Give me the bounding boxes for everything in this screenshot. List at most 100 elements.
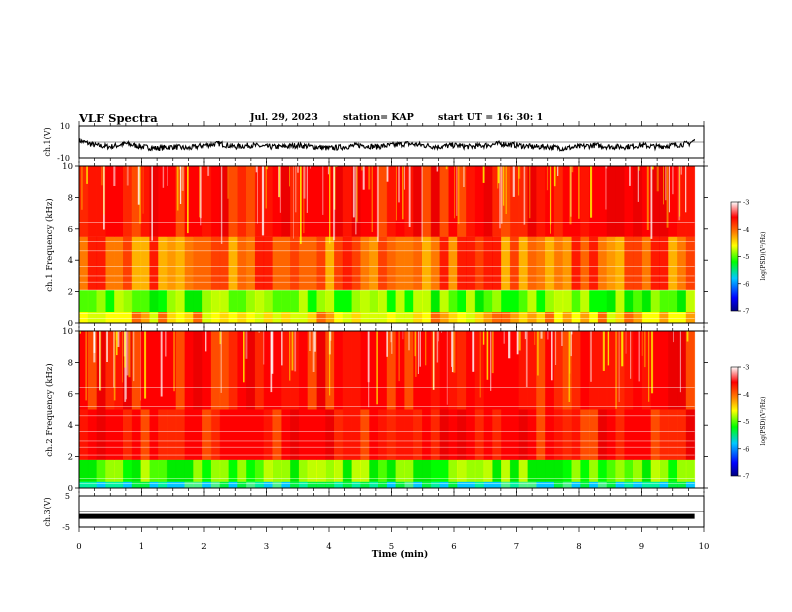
sferic-streak xyxy=(644,331,646,368)
spectrum-cell xyxy=(439,290,449,313)
sferic-streak xyxy=(162,166,165,188)
spectrum-cell xyxy=(219,331,229,410)
spectrum-cell xyxy=(439,236,449,291)
spectrum-cell xyxy=(597,331,608,410)
colorbar-tick-label: -6 xyxy=(743,280,749,288)
spectrum-cell xyxy=(298,312,309,323)
sferic-streak xyxy=(454,166,456,219)
sferic-streak xyxy=(505,166,507,214)
spectrum-cell xyxy=(105,312,115,323)
spectrum-cell xyxy=(79,290,89,313)
spectrum-cell xyxy=(96,481,106,488)
spectrum-cell xyxy=(413,166,423,237)
spectrum-cell xyxy=(571,290,581,313)
sferic-streak xyxy=(630,331,632,379)
ch1-spectrogram-image xyxy=(79,166,696,323)
spectrum-cell xyxy=(624,459,634,482)
spectrum-cell xyxy=(272,236,282,291)
spectrum-cell xyxy=(228,166,238,237)
spectrum-cell xyxy=(492,236,502,291)
spectrum-cell xyxy=(193,481,203,488)
sferic-streak xyxy=(295,166,297,213)
spectrum-cell xyxy=(474,312,485,323)
date-label: Jul. 29, 2023 xyxy=(250,112,318,123)
ch2-spectrogram-image xyxy=(79,331,696,488)
sferic-streak xyxy=(179,166,182,204)
frequency-tick-label: 2 xyxy=(68,288,73,298)
spectrum-cell xyxy=(650,459,660,482)
spectrum-cell xyxy=(254,312,265,323)
spectrum-cell xyxy=(140,236,150,291)
spectrum-cell xyxy=(149,290,159,313)
colorbar-tick-label: -5 xyxy=(743,418,749,426)
spectrum-cell xyxy=(483,459,493,482)
spectrum-cell xyxy=(430,459,441,482)
spectrum-cell xyxy=(404,459,414,482)
spectrum-cell xyxy=(298,236,309,291)
spectrum-cell xyxy=(369,459,379,482)
spectrum-cell xyxy=(668,166,678,237)
spectrum-cell xyxy=(457,331,467,410)
spectrum-cell xyxy=(131,409,142,460)
sferic-streak xyxy=(352,166,355,218)
spectrum-cell xyxy=(457,409,467,460)
spectrum-cell xyxy=(140,166,150,237)
spectrum-cell xyxy=(140,459,150,482)
sferic-streak xyxy=(390,331,392,343)
spectrum-cell xyxy=(316,290,326,313)
spectrum-cell xyxy=(562,481,572,488)
spectrum-cell xyxy=(281,481,291,488)
spectrum-cell xyxy=(650,481,660,488)
spectrum-cell xyxy=(386,312,397,323)
spectrum-cell xyxy=(562,236,572,291)
sferic-streak xyxy=(605,166,607,210)
time-tick-label: 3 xyxy=(264,542,269,552)
sferic-streak xyxy=(79,331,81,334)
spectrum-cell xyxy=(624,166,634,237)
spectrum-cell xyxy=(633,481,643,488)
spectrum-cell xyxy=(175,236,185,291)
spectrum-cell xyxy=(246,481,256,488)
sferic-streak xyxy=(361,166,363,171)
spectrum-cell xyxy=(483,236,493,291)
spectrum-cell xyxy=(316,459,326,482)
spectrum-cell xyxy=(369,236,379,291)
spectrum-cell xyxy=(580,459,590,482)
spectrum-cell xyxy=(571,312,581,323)
spectrum-cell xyxy=(272,459,282,482)
sferic-streak xyxy=(578,166,580,219)
sferic-streak xyxy=(446,331,448,405)
sferic-streak xyxy=(523,166,526,225)
spectrum-cell xyxy=(606,312,616,323)
spectrum-cell xyxy=(290,459,300,482)
sferic-streak xyxy=(312,331,315,372)
spectrum-cell xyxy=(589,290,599,313)
spectrum-cell xyxy=(246,236,256,291)
sferic-streak xyxy=(651,331,654,394)
sferic-streak xyxy=(672,166,674,195)
spectrum-cell xyxy=(527,481,537,488)
spectrum-cell xyxy=(633,290,643,313)
sferic-streak xyxy=(666,166,669,228)
spectrum-cell xyxy=(685,166,696,237)
spectrum-cell xyxy=(641,459,652,482)
spectrum-cell xyxy=(334,331,344,410)
spectrum-cell xyxy=(492,459,502,482)
spectrum-cell xyxy=(466,166,476,237)
sferic-streak xyxy=(500,166,503,224)
sferic-streak xyxy=(181,166,184,191)
sferic-streak xyxy=(668,166,670,213)
spectrum-cell xyxy=(545,409,555,460)
spectrum-cell xyxy=(650,331,660,410)
spectrum-cell xyxy=(360,481,370,488)
spectrum-cell xyxy=(96,236,106,291)
sferic-streak xyxy=(503,331,505,344)
sferic-streak xyxy=(629,166,631,186)
sferic-streak xyxy=(663,166,664,205)
spectrum-cell xyxy=(140,409,150,460)
spectrum-cell xyxy=(624,481,634,488)
spectrum-cell xyxy=(545,459,555,482)
spectrum-cell xyxy=(290,481,300,488)
spectrum-cell xyxy=(615,236,625,291)
spectrum-cell xyxy=(386,290,397,313)
